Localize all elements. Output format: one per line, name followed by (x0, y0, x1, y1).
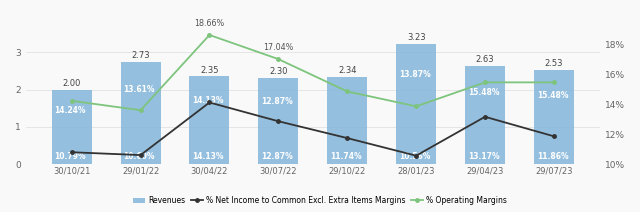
Bar (396, 44, 436, 164)
Text: 14.24%: 14.24% (54, 106, 86, 115)
Text: 2.00: 2.00 (63, 79, 81, 88)
Legend: Revenues, % Net Income to Common Excl. Extra Items Margins, % Operating Margins: Revenues, % Net Income to Common Excl. E… (131, 193, 509, 208)
Text: 11.86%: 11.86% (537, 152, 568, 161)
Text: 13.17%: 13.17% (468, 152, 499, 161)
Text: 2.35: 2.35 (200, 66, 219, 75)
Text: 13.61%: 13.61% (124, 85, 155, 94)
Text: 2.34: 2.34 (338, 66, 356, 75)
Text: 10.79%: 10.79% (54, 152, 86, 161)
Text: 2.53: 2.53 (545, 59, 563, 68)
Bar (120, 62, 161, 164)
Text: 18.66%: 18.66% (195, 18, 225, 28)
Text: 10.60%: 10.60% (124, 152, 155, 161)
Text: 14.13%: 14.13% (193, 96, 224, 105)
Text: 12.87%: 12.87% (261, 97, 293, 106)
Bar (52, 89, 92, 164)
Text: 15.48%: 15.48% (468, 88, 499, 97)
Text: 14.13%: 14.13% (193, 152, 224, 161)
Text: 2.30: 2.30 (269, 67, 287, 77)
Text: 17.04%: 17.04% (263, 43, 294, 52)
Text: 2.73: 2.73 (131, 52, 150, 60)
Text: 11.74%: 11.74% (330, 152, 362, 161)
Text: 10.56%: 10.56% (399, 152, 431, 161)
Bar (327, 77, 367, 164)
Text: 3.23: 3.23 (407, 33, 426, 42)
Text: 2.63: 2.63 (476, 55, 494, 64)
Bar (189, 77, 230, 164)
Bar (259, 78, 298, 164)
Bar (465, 66, 505, 164)
Text: 13.87%: 13.87% (399, 70, 431, 79)
Text: 15.48%: 15.48% (537, 91, 568, 99)
Bar (534, 70, 574, 164)
Text: 12.87%: 12.87% (261, 152, 293, 161)
